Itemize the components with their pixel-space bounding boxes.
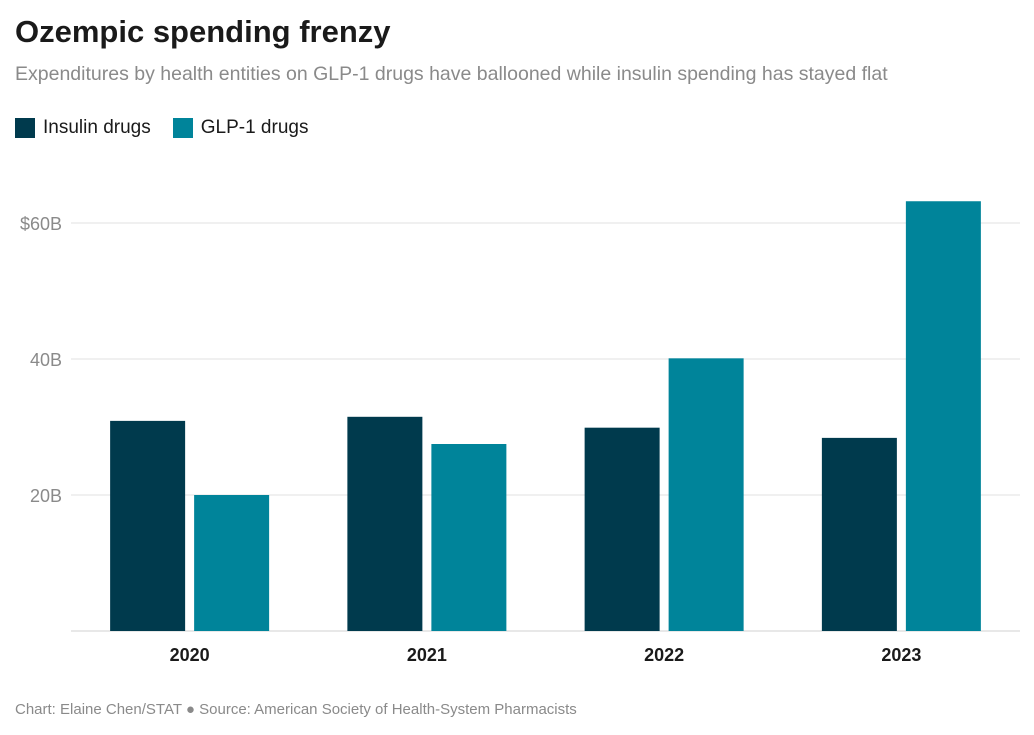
bar-insulin-2021	[347, 416, 423, 631]
legend-label-insulin: Insulin drugs	[43, 117, 151, 138]
bar-glp1-2020	[194, 495, 270, 631]
y-tick-label: 40B	[30, 350, 62, 370]
legend: Insulin drugs GLP-1 drugs	[15, 117, 308, 139]
bar-glp1-2022	[668, 358, 744, 631]
chart-title: Ozempic spending frenzy	[15, 14, 391, 49]
chart-subtitle: Expenditures by health entities on GLP-1…	[15, 63, 888, 85]
x-tick-label: 2023	[881, 645, 921, 665]
legend-swatch-insulin	[15, 118, 35, 138]
legend-item-insulin: Insulin drugs	[15, 117, 151, 139]
chart-footer: Chart: Elaine Chen/STAT ● Source: Americ…	[15, 701, 577, 718]
x-tick-label: 2020	[170, 645, 210, 665]
bar-insulin-2022	[584, 427, 660, 631]
y-tick-label: 20B	[30, 486, 62, 506]
bar-glp1-2023	[905, 201, 981, 632]
legend-swatch-glp1	[172, 118, 193, 138]
bar-insulin-2023	[821, 437, 897, 631]
legend-label-glp1: GLP-1 drugs	[200, 117, 309, 138]
x-tick-label: 2022	[644, 645, 684, 665]
legend-item-glp1: GLP-1 drugs	[172, 117, 309, 139]
y-tick-label: $60B	[20, 214, 62, 234]
bar-glp1-2021	[431, 444, 507, 631]
bar-insulin-2020	[110, 420, 186, 631]
x-tick-label: 2021	[407, 645, 447, 665]
